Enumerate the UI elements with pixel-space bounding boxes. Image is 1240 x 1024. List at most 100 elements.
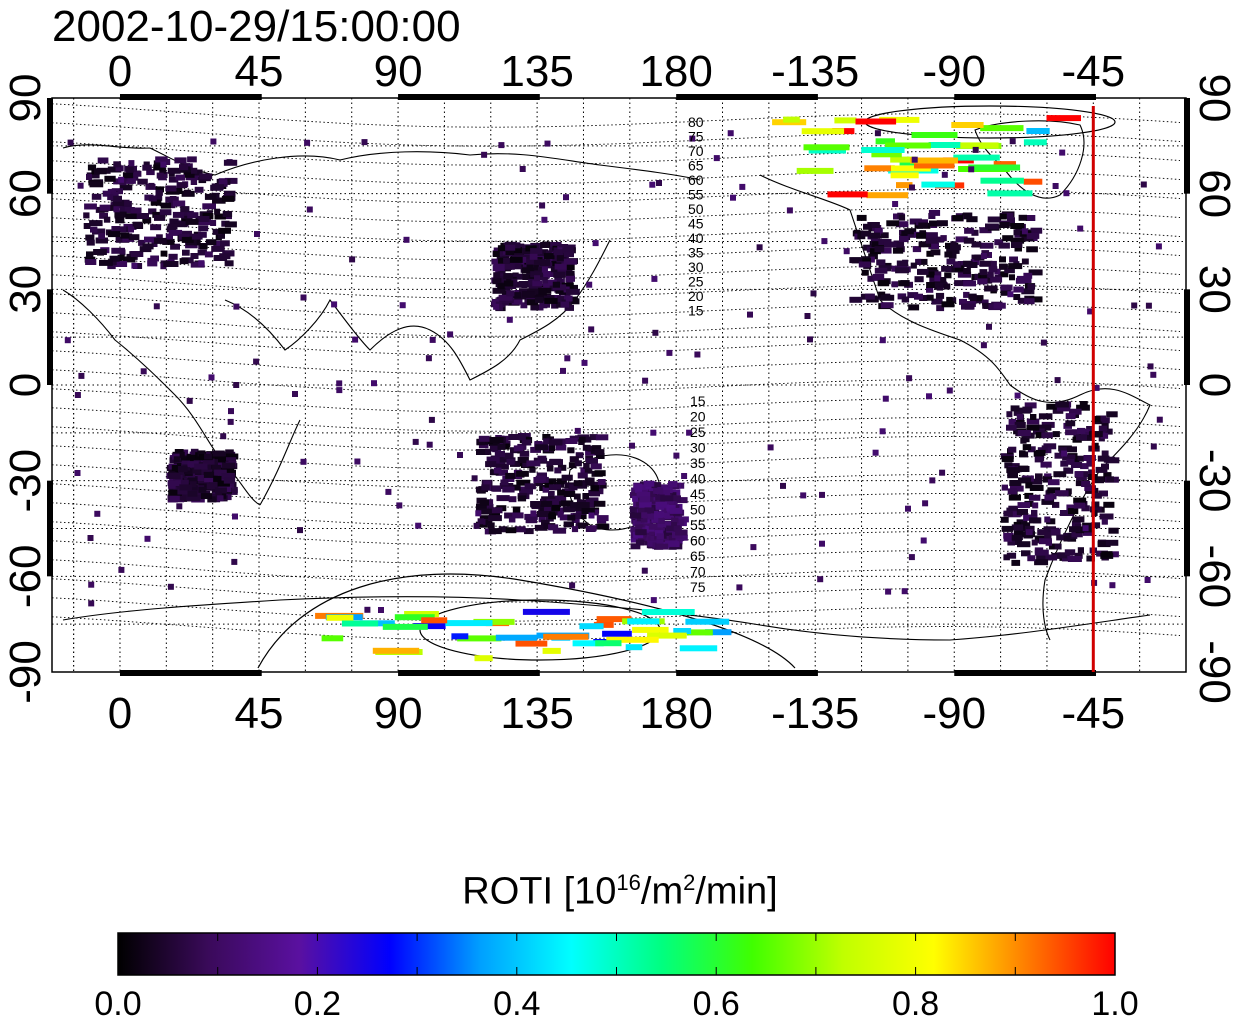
roti-pixel <box>64 337 71 344</box>
roti-pixel <box>87 164 97 171</box>
lon-tick-label: -135 <box>771 47 859 96</box>
roti-pixel <box>1052 501 1060 508</box>
roti-pixel <box>1106 476 1114 483</box>
roti-pixel <box>1091 492 1102 499</box>
roti-pixel <box>549 445 556 452</box>
roti-pixel <box>224 486 232 493</box>
axis-bar-top <box>954 94 1097 100</box>
roti-pixel <box>895 221 909 228</box>
roti-pixel <box>1080 463 1089 470</box>
roti-pixel <box>553 271 566 278</box>
roti-pixel <box>644 507 655 514</box>
roti-pixel <box>980 125 1024 132</box>
roti-pixel <box>534 441 543 447</box>
roti-pixel <box>879 428 886 435</box>
roti-pixel <box>187 477 198 484</box>
roti-pixel <box>979 242 994 249</box>
roti-pixel <box>554 467 562 474</box>
roti-pixel <box>1064 446 1077 453</box>
roti-pixel <box>861 269 869 276</box>
roti-pixel <box>922 500 929 507</box>
mag-contour <box>52 122 1181 147</box>
roti-pixel <box>675 497 688 504</box>
roti-pixel <box>503 280 514 287</box>
roti-pixel <box>533 259 546 266</box>
lon-tick-label: -90 <box>922 689 986 738</box>
roti-pixel <box>1093 415 1101 422</box>
colorbar-title-main: ROTI [10 <box>462 870 617 913</box>
roti-pixel <box>971 229 979 236</box>
roti-pixel <box>630 512 643 519</box>
roti-pixel <box>1096 415 1107 422</box>
roti-pixel <box>571 517 580 523</box>
roti-pixel <box>560 295 569 302</box>
roti-pixel <box>553 249 564 256</box>
roti-pixel <box>943 283 951 290</box>
roti-pixel <box>1023 298 1035 305</box>
roti-pixel <box>849 257 863 264</box>
roti-pixel <box>641 609 695 615</box>
roti-pixel <box>1023 272 1033 279</box>
roti-pixel <box>986 323 992 330</box>
roti-pixel <box>530 304 539 311</box>
lat-tick-label: -90 <box>1190 640 1239 704</box>
roti-pixel <box>202 458 215 465</box>
axis-bar-top <box>119 94 262 100</box>
roti-pixel <box>219 253 231 260</box>
roti-pixel <box>1028 494 1041 501</box>
roti-pixel <box>656 180 662 186</box>
lon-tick-label: 180 <box>639 689 712 738</box>
roti-pixel <box>972 295 984 302</box>
roti-pixel <box>475 510 482 517</box>
roti-pixel <box>750 544 757 551</box>
roti-pixel <box>1041 498 1055 505</box>
roti-pixel <box>109 255 120 262</box>
lon-tick-label: -45 <box>1062 689 1126 738</box>
roti-pixel <box>364 606 371 613</box>
roti-pixel <box>513 247 522 254</box>
roti-pixel <box>555 287 569 294</box>
roti-pixel <box>192 467 206 474</box>
roti-pixel <box>535 475 546 482</box>
roti-pixel <box>421 617 448 624</box>
roti-pixel <box>493 303 500 310</box>
roti-pixel <box>564 304 574 311</box>
roti-pixel <box>1079 401 1088 407</box>
roti-pixel <box>933 281 947 288</box>
roti-pixel <box>1066 458 1075 465</box>
roti-pixel <box>137 178 148 185</box>
mag-contour <box>52 426 1181 451</box>
roti-pixel <box>1090 522 1101 529</box>
roti-pixel <box>138 239 145 246</box>
roti-pixel <box>481 151 488 158</box>
roti-pixel <box>747 311 753 318</box>
roti-pixel <box>951 122 984 128</box>
axis-bar-right <box>1184 289 1190 385</box>
lat-tick-label: 90 <box>1 74 50 123</box>
roti-pixel <box>560 301 570 308</box>
roti-pixel <box>99 204 111 211</box>
roti-pixel <box>119 199 130 206</box>
roti-pixel <box>637 484 649 491</box>
roti-pixel <box>635 524 644 531</box>
roti-pixel <box>655 501 668 508</box>
roti-pixel <box>198 225 209 232</box>
mag-contour <box>52 407 1181 432</box>
roti-pixel <box>491 299 500 305</box>
roti-pixel <box>548 524 559 531</box>
roti-pixel <box>517 456 529 463</box>
roti-pixel <box>1031 509 1038 516</box>
roti-pixel <box>425 355 432 362</box>
roti-pixel <box>980 342 987 349</box>
roti-pixel <box>202 203 216 210</box>
roti-pixel <box>497 443 506 450</box>
roti-pixel <box>984 285 998 292</box>
roti-pixel <box>568 462 577 469</box>
roti-pixel <box>596 515 609 522</box>
roti-pixel <box>1024 402 1037 409</box>
roti-pixel <box>136 213 149 219</box>
mag-contour <box>52 578 1181 603</box>
roti-pixel <box>914 276 924 283</box>
roti-pixel <box>98 233 105 240</box>
roti-pixel <box>99 259 113 266</box>
